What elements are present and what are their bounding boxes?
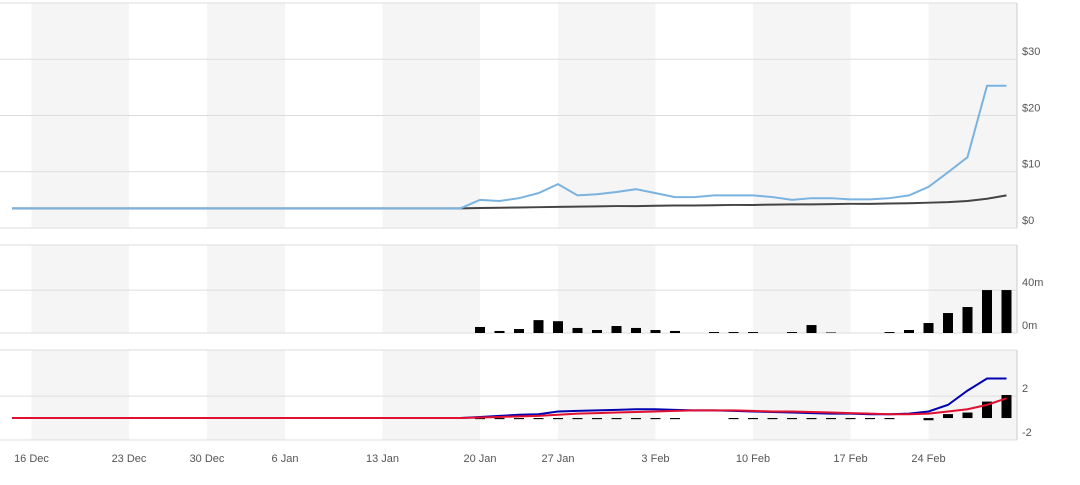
histogram-bar (553, 418, 563, 420)
volume-bar (748, 332, 758, 333)
histogram-bar (650, 418, 661, 420)
histogram-bar (514, 418, 524, 420)
volume-bar (787, 332, 797, 333)
volume-bar (826, 332, 836, 333)
histogram-bar (826, 418, 836, 420)
week-band (558, 350, 656, 440)
volume-bar (943, 313, 953, 333)
histogram-bar (572, 418, 583, 420)
volume-bar (884, 332, 895, 333)
y-tick-label: $30 (1022, 46, 1040, 58)
volume-bar (553, 321, 563, 333)
volume-bar (572, 327, 583, 333)
y-tick-label: $10 (1022, 159, 1040, 171)
week-band (382, 350, 480, 440)
histogram-bar (982, 401, 992, 419)
volume-bar (475, 326, 485, 333)
volume-bar (533, 320, 544, 333)
volume-bar (592, 329, 602, 333)
volume-bar (631, 327, 641, 333)
x-tick-label: 10 Feb (736, 453, 770, 465)
week-band (207, 245, 285, 333)
volume-bar (728, 332, 739, 333)
volume-bar (611, 326, 622, 333)
x-tick-label: 16 Dec (14, 453, 49, 465)
series-line (12, 194, 1007, 210)
week-band (31, 245, 129, 333)
volume-bar (982, 290, 992, 333)
histogram-bar (748, 418, 758, 420)
volume-bar (1001, 290, 1012, 333)
histogram-bar (787, 418, 797, 420)
volume-bar (923, 323, 934, 333)
x-tick-label: 6 Jan (272, 453, 299, 465)
week-band (31, 350, 129, 440)
histogram-bar (533, 418, 544, 420)
histogram-bar (806, 418, 817, 420)
volume-bar (650, 329, 661, 333)
y-tick-label: 40m (1022, 277, 1043, 289)
y-tick-label: -2 (1022, 427, 1032, 439)
x-tick-label: 30 Dec (190, 453, 225, 465)
volume-bar (514, 329, 524, 333)
y-tick-label: 0m (1022, 320, 1037, 332)
histogram-bar (631, 418, 641, 420)
series-line (12, 397, 1007, 420)
series-line (12, 84, 1007, 210)
series-line (12, 377, 1007, 420)
histogram-bar (728, 418, 739, 420)
x-tick-label: 13 Jan (366, 453, 399, 465)
volume-bar (806, 325, 817, 333)
volume-bar (494, 330, 505, 333)
volume-bar (670, 330, 680, 333)
week-band (207, 350, 285, 440)
x-tick-label: 3 Feb (641, 453, 669, 465)
histogram-bar (923, 418, 934, 421)
week-band (382, 245, 480, 333)
histogram-bar (611, 418, 622, 420)
volume-bar (904, 329, 914, 333)
week-band (558, 245, 656, 333)
week-band (753, 245, 851, 333)
histogram-bar (1001, 395, 1012, 419)
histogram-bar (845, 418, 856, 420)
y-tick-label: 2 (1022, 383, 1028, 395)
histogram-bar (767, 418, 778, 420)
volume-bar (962, 307, 973, 333)
histogram-bar (962, 412, 973, 419)
histogram-bar (670, 418, 680, 420)
histogram-bar (475, 418, 485, 420)
histogram-bar (865, 418, 875, 420)
x-tick-label: 20 Jan (463, 453, 496, 465)
histogram-bar (884, 418, 895, 420)
histogram-bar (943, 414, 953, 419)
histogram-bar (592, 418, 602, 420)
week-band (753, 350, 851, 440)
x-tick-label: 23 Dec (112, 453, 147, 465)
x-tick-label: 17 Feb (833, 453, 867, 465)
y-tick-label: $0 (1022, 215, 1034, 227)
histogram-bar (494, 418, 505, 420)
volume-bar (709, 332, 719, 333)
x-tick-label: 27 Jan (541, 453, 574, 465)
x-tick-label: 24 Feb (911, 453, 945, 465)
y-tick-label: $20 (1022, 102, 1040, 114)
